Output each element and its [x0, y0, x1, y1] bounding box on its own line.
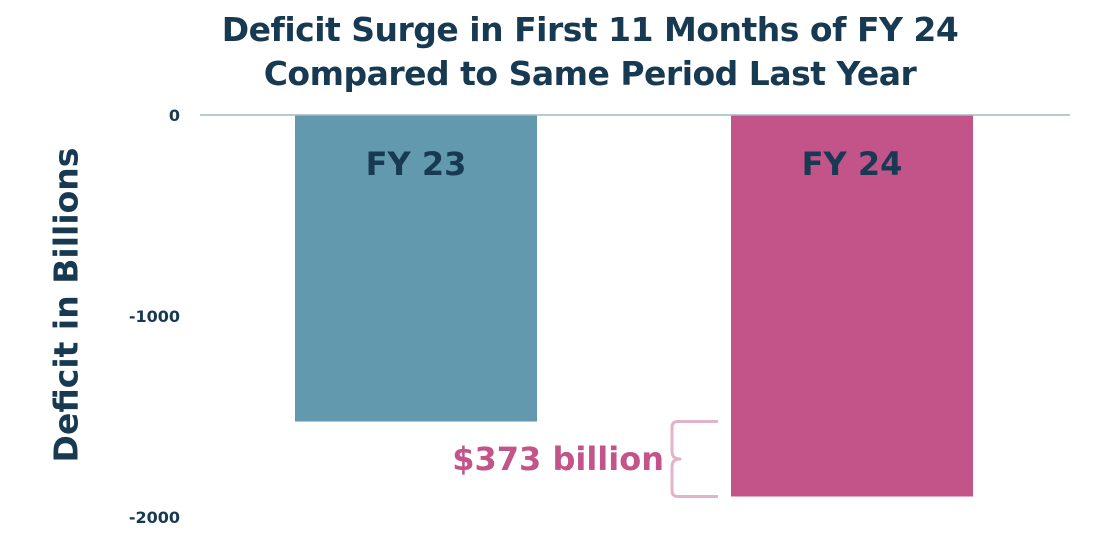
y-tick-label: -2000: [129, 508, 180, 527]
chart-title: Deficit Surge in First 11 Months of FY 2…: [0, 8, 1100, 96]
y-tick-label: 0: [169, 106, 180, 125]
difference-bracket: [670, 420, 718, 498]
chart-title-line-2: Compared to Same Period Last Year: [263, 54, 917, 93]
chart-title-line-1: Deficit Surge in First 11 Months of FY 2…: [221, 10, 959, 49]
bar-fy-24: [731, 115, 973, 497]
bar-label: FY 23: [366, 145, 467, 183]
y-tick-label: -1000: [129, 307, 180, 326]
bar-label: FY 24: [802, 145, 903, 183]
bar-fy-23: [295, 115, 537, 422]
difference-annotation: $373 billion: [452, 440, 664, 478]
